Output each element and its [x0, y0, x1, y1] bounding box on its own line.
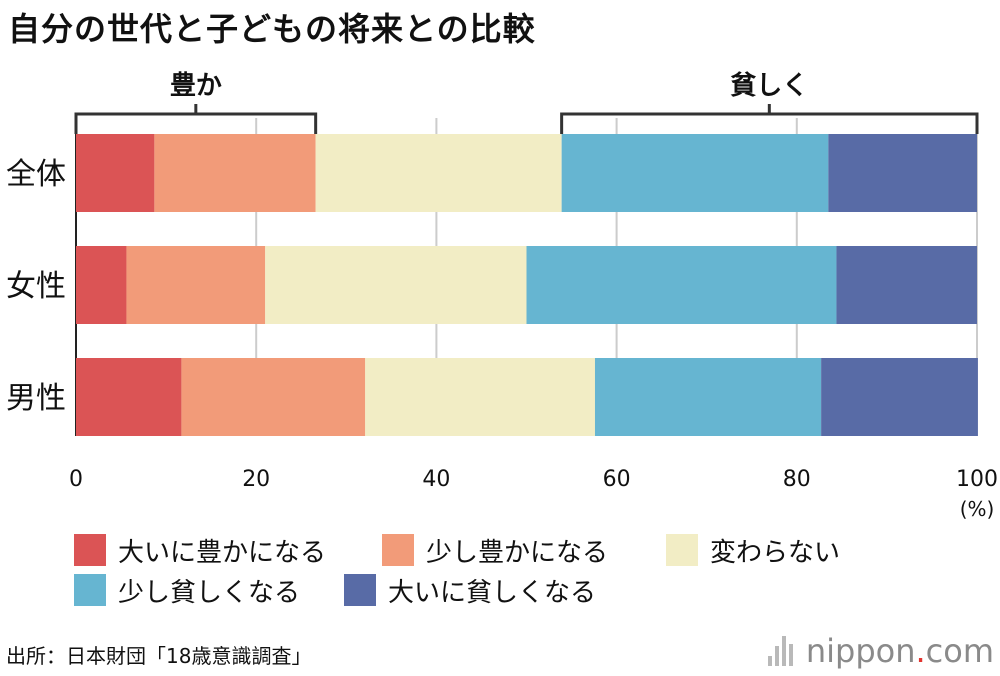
bracket-1 [560, 112, 979, 134]
bar-2-3 [594, 358, 822, 436]
x-tick-label-20: 20 [242, 467, 270, 492]
category-label-1: 女性 [6, 269, 66, 304]
bar-2-0 [76, 358, 182, 436]
x-unit-label: (%) [960, 497, 995, 521]
legend-swatch-great-poor [344, 574, 376, 606]
bracket-0 [74, 112, 318, 134]
source-note: 出所：日本財団「18歳意識調査」 [6, 644, 312, 668]
legend-swatch-great-rich [74, 534, 106, 566]
bar-1-4 [836, 246, 977, 324]
brand-dot: . [915, 632, 926, 670]
bar-0-1 [154, 134, 316, 212]
legend-swatch-unchanged [666, 534, 698, 566]
legend-item-great-rich: 大いに豊かになる [74, 532, 326, 568]
brand-name: nippon [805, 632, 916, 670]
legend-item-little-rich: 少し豊かになる [382, 532, 608, 568]
x-tick-label-60: 60 [603, 467, 631, 492]
bar-2-4 [821, 358, 978, 436]
bar-1-1 [126, 246, 266, 324]
legend-item-great-poor: 大いに貧しくなる [344, 572, 596, 608]
chart-title: 自分の世代と子どもの将来との比較 [8, 10, 536, 48]
legend-label-little-rich: 少し豊かになる [426, 537, 609, 568]
legend-label-great-poor: 大いに貧しくなる [388, 577, 597, 608]
legend-row-1: 大いに豊かになる 少し豊かになる 変わらない [74, 532, 974, 572]
x-tick-label-40: 40 [422, 467, 450, 492]
bracket-label-0: 豊か [170, 71, 222, 101]
legend: 大いに豊かになる 少し豊かになる 変わらない 少し貧しくなる 大いに貧しくなる [74, 532, 974, 612]
legend-swatch-little-rich [382, 534, 414, 566]
bar-1-0 [76, 246, 127, 324]
bar-2-1 [181, 358, 366, 436]
legend-swatch-little-poor [74, 574, 106, 606]
category-label-0: 全体 [6, 157, 66, 192]
legend-item-little-poor: 少し貧しくなる [74, 572, 300, 608]
bar-0-4 [828, 134, 977, 212]
legend-label-little-poor: 少し貧しくなる [118, 577, 301, 608]
x-tick-label-0: 0 [69, 467, 83, 492]
bar-2-2 [365, 358, 595, 436]
x-tick-label-80: 80 [783, 467, 811, 492]
bracket-label-1: 貧しく [730, 71, 808, 101]
bar-1-2 [265, 246, 527, 324]
bar-1-3 [526, 246, 837, 324]
legend-item-unchanged: 変わらない [666, 532, 840, 568]
category-label-2: 男性 [6, 381, 66, 416]
bar-0-2 [315, 134, 562, 212]
bar-0-3 [561, 134, 829, 212]
x-tick-label-100: 100 [956, 467, 998, 492]
brand-text: nippon.com [806, 632, 994, 670]
brand-logo[interactable]: nippon.com [767, 632, 994, 670]
bar-0-0 [76, 134, 155, 212]
legend-label-great-rich: 大いに豊かになる [118, 537, 327, 568]
legend-label-unchanged: 変わらない [710, 537, 841, 568]
brand-tld: com [925, 632, 994, 670]
brand-bars-icon [767, 636, 796, 666]
legend-row-2: 少し貧しくなる 大いに貧しくなる [74, 572, 974, 612]
